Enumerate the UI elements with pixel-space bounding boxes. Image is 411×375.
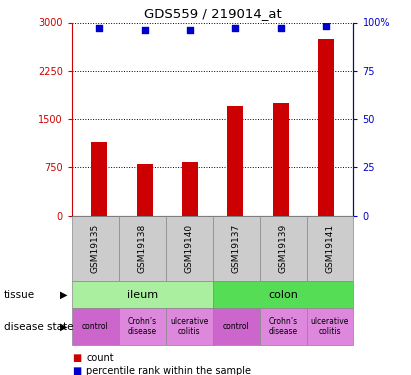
Point xyxy=(187,27,193,33)
Bar xyxy=(260,308,307,345)
Bar xyxy=(119,216,166,281)
Point xyxy=(141,27,148,33)
Bar xyxy=(136,164,152,216)
Point xyxy=(232,25,239,31)
Bar xyxy=(72,281,213,308)
Text: percentile rank within the sample: percentile rank within the sample xyxy=(86,366,251,375)
Text: tissue: tissue xyxy=(4,290,35,300)
Bar xyxy=(273,103,289,216)
Bar xyxy=(213,216,260,281)
Point xyxy=(277,25,284,31)
Bar xyxy=(318,39,334,216)
Bar xyxy=(72,308,119,345)
Text: control: control xyxy=(223,322,249,331)
Bar xyxy=(213,281,353,308)
Bar xyxy=(227,106,243,216)
Point xyxy=(96,25,102,31)
Text: count: count xyxy=(86,353,114,363)
Text: ■: ■ xyxy=(72,366,81,375)
Text: GSM19141: GSM19141 xyxy=(326,224,335,273)
Bar xyxy=(166,308,213,345)
Text: colon: colon xyxy=(268,290,298,300)
Bar xyxy=(72,216,119,281)
Text: control: control xyxy=(82,322,109,331)
Bar xyxy=(260,216,307,281)
Bar xyxy=(213,308,260,345)
Text: GSM19137: GSM19137 xyxy=(232,224,241,273)
Title: GDS559 / 219014_at: GDS559 / 219014_at xyxy=(144,7,282,20)
Text: GSM19138: GSM19138 xyxy=(138,224,147,273)
Text: ulcerative
colitis: ulcerative colitis xyxy=(170,317,208,336)
Bar xyxy=(307,308,353,345)
Text: ▶: ▶ xyxy=(60,290,68,300)
Bar xyxy=(91,142,107,216)
Text: Crohn’s
disease: Crohn’s disease xyxy=(268,317,298,336)
Text: disease state: disease state xyxy=(4,322,74,332)
Text: GSM19140: GSM19140 xyxy=(185,224,194,273)
Text: ■: ■ xyxy=(72,353,81,363)
Bar xyxy=(119,308,166,345)
Bar xyxy=(307,216,353,281)
Point xyxy=(323,23,330,29)
Bar xyxy=(166,216,213,281)
Text: Crohn’s
disease: Crohn’s disease xyxy=(128,317,157,336)
Text: GSM19135: GSM19135 xyxy=(91,224,100,273)
Bar xyxy=(182,162,198,216)
Text: ileum: ileum xyxy=(127,290,158,300)
Text: GSM19139: GSM19139 xyxy=(279,224,288,273)
Text: ulcerative
colitis: ulcerative colitis xyxy=(311,317,349,336)
Text: ▶: ▶ xyxy=(60,322,68,332)
